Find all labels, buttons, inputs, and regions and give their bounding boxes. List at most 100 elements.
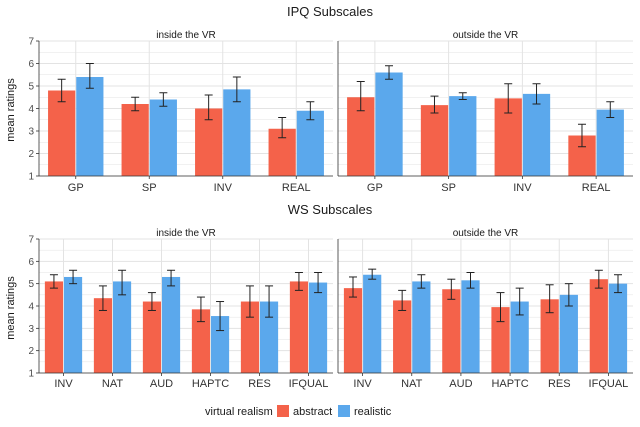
strip-label: outside the VR (453, 228, 519, 239)
error-bar-realistic-aud (167, 269, 176, 287)
bar-realistic-inv (363, 274, 382, 373)
x-tick-label: INV (54, 378, 73, 390)
error-bar-realistic-nat (118, 269, 127, 296)
bar-realistic-res (559, 294, 578, 373)
bar-abstract-sp (121, 104, 149, 176)
x-tick-label: RES (248, 378, 271, 390)
y-tick-label: 2 (28, 346, 34, 357)
error-bar-realistic-ifqual (614, 274, 623, 294)
y-tick-label: 7 (28, 37, 34, 48)
bar-realistic-real (596, 109, 624, 176)
error-bar-realistic-gp (385, 65, 394, 80)
bar-abstract-inv (44, 281, 63, 373)
y-tick-label: 2 (28, 149, 34, 160)
error-bar-abstract-inv (204, 94, 213, 121)
strip-bg (39, 225, 333, 239)
error-bar-abstract-inv (504, 83, 513, 114)
error-bar-abstract-real (278, 117, 287, 139)
bar-abstract-ifqual (589, 279, 608, 373)
x-tick-label: AUD (449, 378, 472, 390)
error-bar-abstract-real (577, 123, 586, 148)
bar-abstract-sp (420, 105, 449, 176)
bar-realistic-ifqual (608, 283, 628, 373)
error-bar-realistic-gp (85, 63, 94, 89)
error-bar-abstract-haptc (496, 292, 505, 323)
error-bar-realistic-inv (532, 83, 541, 105)
ipq-title: IPQ Subscales (287, 4, 373, 19)
error-bar-realistic-haptc (216, 301, 225, 332)
error-bar-realistic-sp (458, 92, 467, 100)
x-tick-label: HAPTC (192, 378, 229, 390)
error-bar-abstract-res (245, 285, 254, 318)
bar-abstract-ifqual (289, 281, 308, 373)
y-tick-label: 5 (28, 82, 34, 93)
error-bar-abstract-gp (57, 78, 66, 103)
error-bar-realistic-real (306, 101, 315, 121)
bar-realistic-res (260, 301, 279, 373)
y-tick-label: 6 (28, 257, 34, 268)
legend-label-realistic: realistic (354, 406, 392, 418)
bar-realistic-inv (522, 93, 551, 176)
legend-title: virtual realism (205, 406, 273, 418)
error-bar-abstract-gp (356, 81, 365, 112)
error-bar-realistic-ifqual (314, 272, 323, 294)
error-bar-realistic-res (265, 285, 274, 318)
x-tick-label: IFQUAL (589, 378, 629, 390)
panel-0-1: outside the VR GP SP INV REAL (337, 27, 633, 194)
x-tick-label: NAT (102, 378, 123, 390)
ws-title: WS Subscales (288, 202, 373, 217)
error-bar-realistic-haptc (515, 287, 524, 316)
bar-abstract-res (240, 301, 259, 373)
panel-1-1: outside the VR INV NAT AUD HAPTC RES IFQUAL (337, 225, 633, 390)
bar-realistic-ifqual (309, 282, 328, 373)
bar-abstract-aud (442, 289, 461, 373)
strip-bg (338, 27, 633, 41)
x-tick-label: REAL (582, 182, 611, 194)
x-tick-label: INV (513, 182, 532, 194)
bar-realistic-gp (375, 72, 403, 176)
x-tick-label: HAPTC (491, 378, 528, 390)
x-tick-label: SP (441, 182, 456, 194)
error-bar-abstract-haptc (196, 296, 205, 323)
bar-realistic-haptc (211, 316, 230, 373)
error-bar-realistic-sp (159, 92, 168, 107)
error-bar-abstract-sp (430, 95, 439, 114)
bar-realistic-inv (223, 89, 251, 176)
error-bar-realistic-aud (466, 272, 475, 289)
x-tick-label: AUD (150, 378, 173, 390)
error-bar-abstract-ifqual (594, 269, 603, 289)
bar-abstract-haptc (491, 307, 510, 373)
bar-realistic-real (296, 110, 324, 176)
y-tick-label: 7 (28, 235, 34, 246)
error-bar-realistic-nat (417, 274, 426, 289)
bar-abstract-haptc (191, 309, 210, 373)
legend-label-abstract: abstract (293, 406, 332, 418)
x-tick-label: GP (367, 182, 383, 194)
error-bar-realistic-res (564, 283, 573, 307)
error-bar-abstract-sp (131, 96, 140, 112)
bar-realistic-gp (76, 77, 104, 176)
bar-realistic-aud (461, 280, 480, 373)
bar-abstract-nat (93, 298, 112, 373)
bar-abstract-nat (393, 300, 412, 373)
strip-label: inside the VR (156, 228, 215, 239)
error-bar-abstract-res (545, 284, 554, 314)
legend: virtual realism abstract realistic (205, 405, 392, 418)
error-bar-abstract-ifqual (294, 272, 303, 291)
x-tick-label: REAL (282, 182, 311, 194)
bar-realistic-sp (149, 99, 177, 176)
ws-y-axis-label: mean ratings (5, 276, 17, 340)
bar-realistic-sp (449, 96, 477, 176)
x-tick-label: GP (68, 182, 84, 194)
bar-abstract-inv (343, 288, 363, 373)
x-tick-label: INV (353, 378, 372, 390)
bar-realistic-nat (412, 281, 431, 373)
bar-realistic-aud (162, 276, 181, 373)
x-tick-label: NAT (401, 378, 422, 390)
strip-label: outside the VR (453, 30, 519, 41)
ipq-y-axis-label: mean ratings (5, 78, 17, 142)
error-bar-abstract-nat (398, 289, 407, 311)
y-tick-label: 5 (28, 279, 34, 290)
y-tick-label: 4 (28, 104, 34, 115)
